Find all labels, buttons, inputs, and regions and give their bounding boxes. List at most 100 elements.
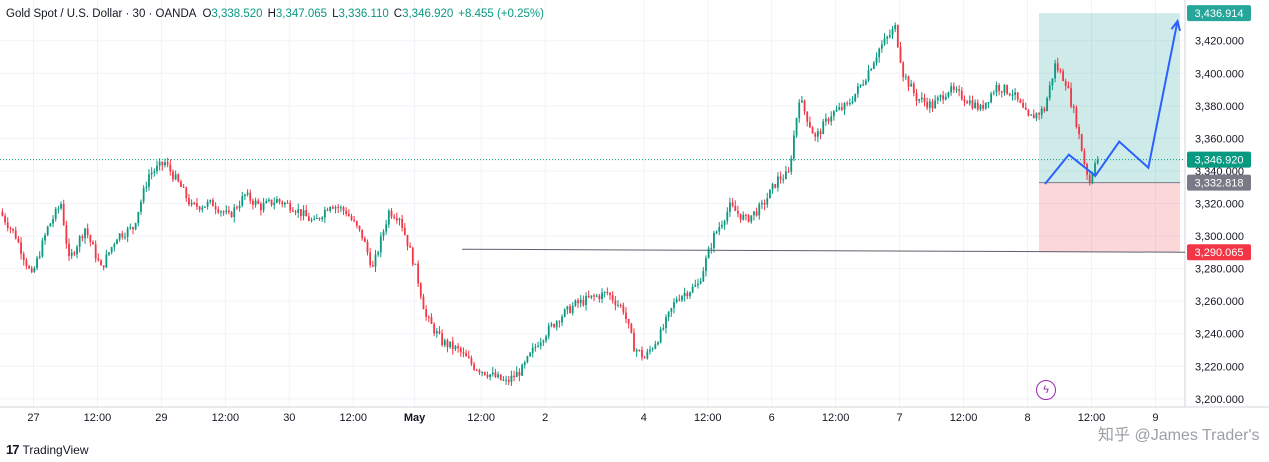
candle-body bbox=[976, 102, 979, 110]
candle-body bbox=[758, 204, 761, 216]
candle-body bbox=[577, 300, 579, 304]
candle-body bbox=[299, 209, 302, 217]
candle-body bbox=[715, 231, 718, 233]
candle-body bbox=[742, 214, 745, 220]
candle-body bbox=[518, 371, 521, 376]
candle-body bbox=[294, 211, 297, 213]
symbol-title[interactable]: Gold Spot / U.S. Dollar · 30 · OANDA bbox=[6, 8, 197, 20]
candle-body bbox=[598, 295, 601, 299]
candle-body bbox=[270, 199, 273, 205]
candle-body bbox=[750, 215, 753, 222]
candle-body bbox=[555, 321, 558, 328]
candle-body bbox=[148, 174, 150, 187]
candle-body bbox=[443, 340, 446, 346]
candle-body bbox=[875, 57, 878, 63]
candle-body bbox=[1032, 114, 1035, 119]
candle-body bbox=[180, 181, 182, 187]
candle-body bbox=[371, 265, 374, 267]
candle-body bbox=[649, 349, 651, 352]
candle-body bbox=[952, 86, 955, 90]
candle-body bbox=[1003, 84, 1006, 93]
candle-body bbox=[611, 295, 614, 301]
candle-body bbox=[268, 199, 270, 202]
candle-body bbox=[417, 263, 420, 284]
candle-body bbox=[323, 209, 326, 218]
candle-body bbox=[411, 247, 414, 265]
candle-body bbox=[987, 102, 990, 104]
candle-body bbox=[609, 292, 611, 296]
candle-body bbox=[97, 258, 100, 261]
candle-body bbox=[1019, 99, 1022, 103]
candle-body bbox=[827, 118, 830, 122]
candle-body bbox=[350, 216, 353, 220]
candle-body bbox=[974, 102, 977, 109]
candle-body bbox=[681, 296, 683, 301]
price-labels: 3,436.914 3,346.920 3,332.818 3,290.065 bbox=[1187, 5, 1251, 261]
candle-body bbox=[622, 305, 625, 313]
candle-body bbox=[94, 244, 97, 259]
candle-body bbox=[835, 109, 838, 112]
candle-body bbox=[944, 96, 947, 100]
candle-body bbox=[41, 240, 44, 257]
candle-body bbox=[457, 346, 460, 349]
candle-body bbox=[843, 103, 846, 110]
candle-body bbox=[403, 227, 406, 235]
candle-body bbox=[54, 208, 57, 220]
candle-body bbox=[273, 202, 276, 205]
candle-body bbox=[310, 219, 313, 221]
candle-body bbox=[896, 25, 899, 48]
candle-body bbox=[769, 189, 771, 199]
last-price-label: 3,346.920 bbox=[1195, 155, 1244, 167]
candle-body bbox=[46, 226, 49, 236]
candle-body bbox=[702, 270, 705, 282]
stop-price-label: 3,290.065 bbox=[1195, 247, 1244, 259]
candle-body bbox=[510, 375, 513, 382]
candle-body bbox=[689, 292, 691, 297]
lightning-icon[interactable]: ϟ bbox=[1036, 380, 1056, 400]
candle-body bbox=[793, 135, 795, 159]
x-tick-label: 12:00 bbox=[822, 412, 850, 424]
candle-body bbox=[241, 196, 244, 206]
candle-body bbox=[529, 352, 531, 357]
candle-body bbox=[57, 208, 60, 210]
entry-price-label: 3,332.818 bbox=[1195, 178, 1244, 190]
candle-body bbox=[220, 211, 222, 213]
candle-body bbox=[574, 300, 577, 306]
candle-body bbox=[502, 379, 505, 381]
tradingview-brand[interactable]: 17 TradingView bbox=[6, 442, 89, 457]
candle-body bbox=[459, 348, 462, 353]
candle-body bbox=[830, 116, 833, 122]
candle-body bbox=[753, 211, 755, 216]
candle-body bbox=[651, 348, 654, 350]
candle-body bbox=[204, 206, 206, 208]
candle-body bbox=[430, 317, 433, 324]
close-value: 3,346.920 bbox=[402, 8, 454, 20]
candle-body bbox=[683, 292, 686, 297]
candle-body bbox=[774, 184, 777, 188]
candle-body bbox=[1080, 134, 1083, 152]
low-value: 3,336.110 bbox=[338, 8, 389, 20]
candle-body bbox=[806, 111, 809, 122]
price-axis[interactable]: 3,200.000 3,220.000 3,240.000 3,260.000 3,28… bbox=[1195, 36, 1244, 406]
candle-body bbox=[124, 236, 126, 238]
candle-body bbox=[395, 218, 398, 221]
candle-body bbox=[478, 370, 481, 373]
candle-body bbox=[646, 351, 649, 359]
x-tick-label: 12:00 bbox=[340, 412, 368, 424]
candle-body bbox=[1075, 107, 1078, 127]
candle-body bbox=[691, 286, 694, 293]
candle-body bbox=[1043, 108, 1046, 111]
candle-body bbox=[86, 228, 89, 236]
candle-body bbox=[334, 207, 337, 209]
candle-body bbox=[1067, 85, 1070, 89]
candle-body bbox=[60, 203, 62, 209]
candle-body bbox=[198, 206, 201, 210]
low-label: L bbox=[332, 8, 339, 20]
candle-body bbox=[872, 62, 875, 69]
candle-body bbox=[1014, 92, 1016, 95]
time-axis[interactable]: 27 12:00 29 12:00 30 12:00 May 12:00 2 4 12:00 6 12:… bbox=[27, 412, 1158, 424]
candle-body bbox=[798, 102, 801, 119]
x-tick-label: 12:00 bbox=[84, 412, 112, 424]
candle-body bbox=[289, 203, 292, 211]
